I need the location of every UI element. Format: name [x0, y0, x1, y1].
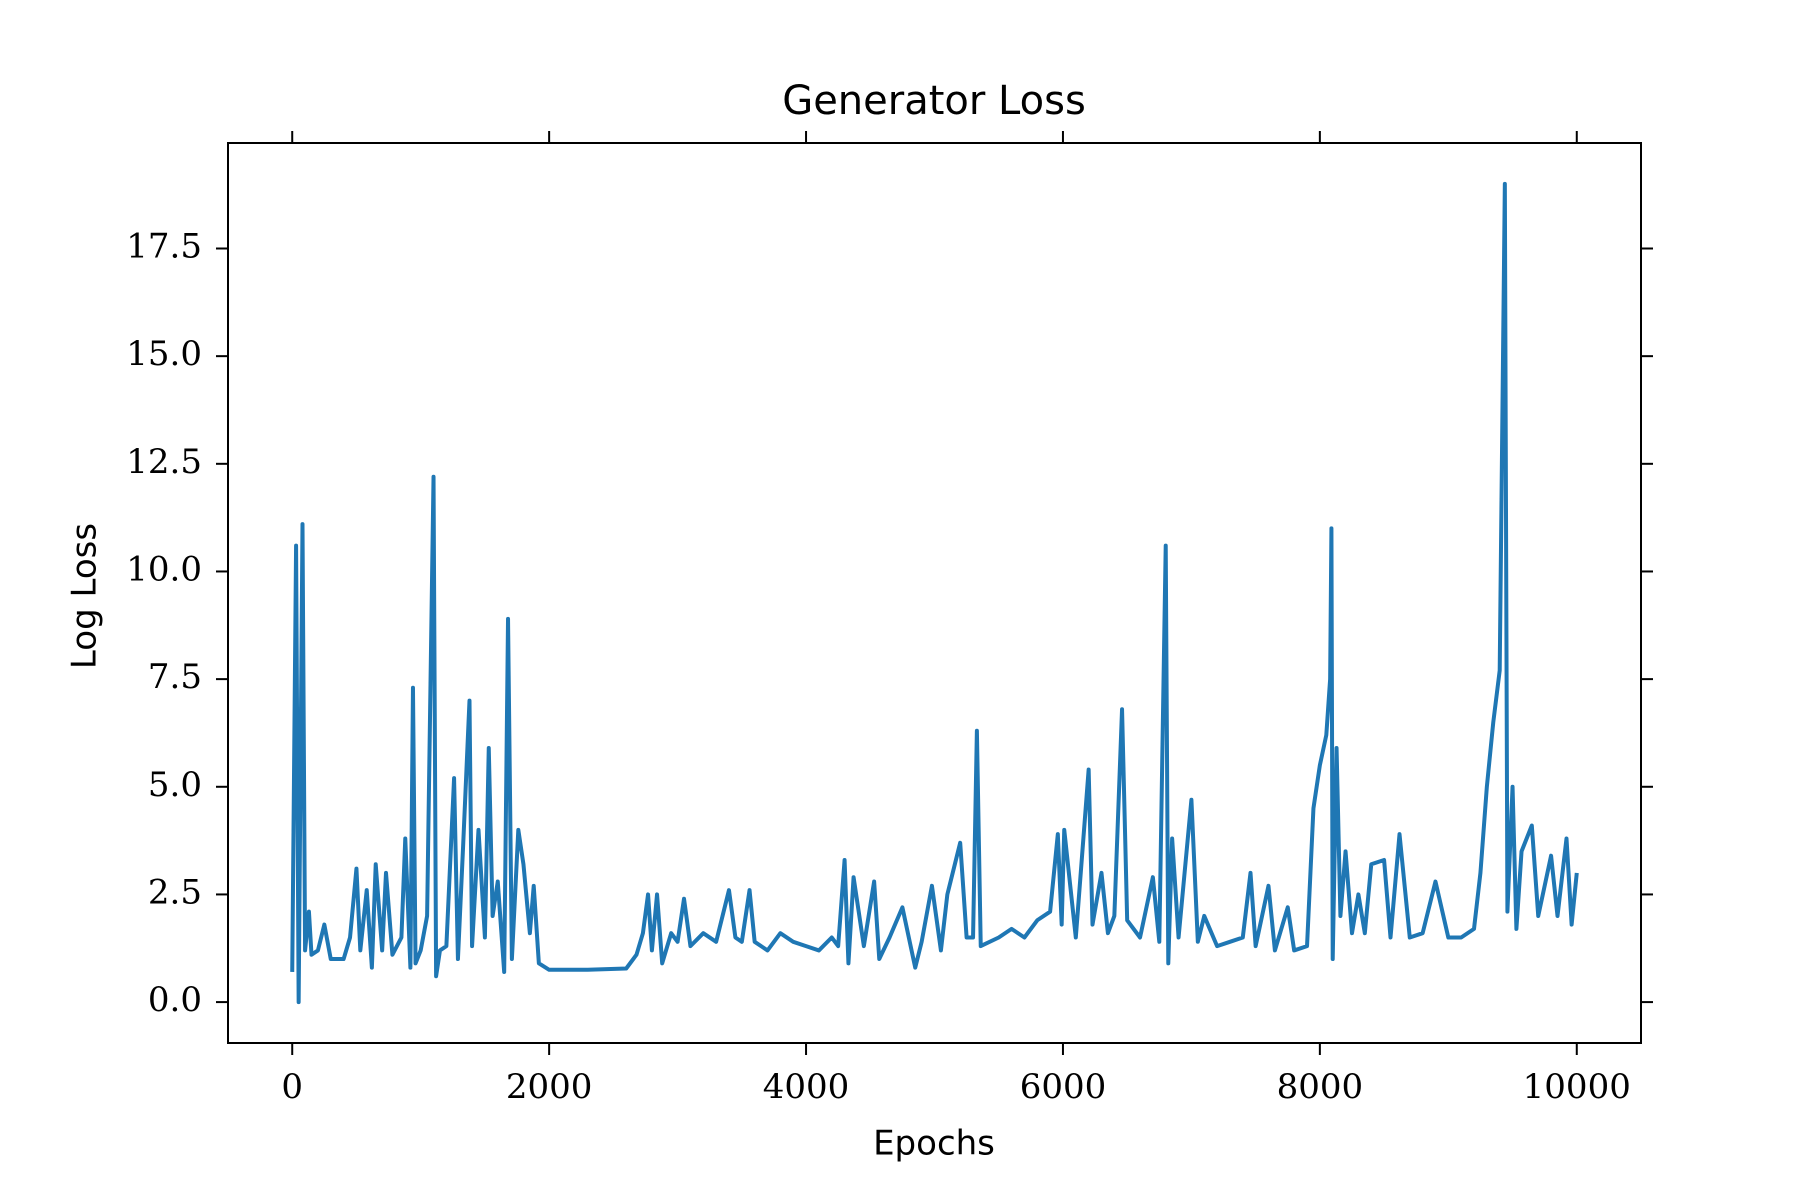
x-axis-label: Epochs: [873, 1124, 995, 1164]
y-tick-label: 2.5: [148, 872, 202, 912]
y-tick-label: 7.5: [148, 657, 202, 697]
x-tick-label: 4000: [763, 1067, 850, 1107]
y-tick-label: 5.0: [148, 765, 202, 805]
chart-title: Generator Loss: [782, 78, 1086, 124]
x-tick-label: 6000: [1020, 1067, 1107, 1107]
y-tick-label: 15.0: [126, 334, 202, 374]
x-tick-label: 2000: [506, 1067, 593, 1107]
x-tick-label: 8000: [1277, 1067, 1364, 1107]
plot-frame: [227, 142, 1642, 1044]
y-tick-label: 10.0: [126, 549, 202, 589]
y-tick-label: 17.5: [126, 227, 202, 267]
x-tick-label: 10000: [1523, 1067, 1631, 1107]
loss-line: [290, 181, 1579, 1005]
y-axis-label: Log Loss: [65, 523, 105, 669]
x-tick-label: 0: [281, 1067, 303, 1107]
y-tick-label: 0.0: [148, 980, 202, 1020]
y-tick-label: 12.5: [126, 442, 202, 482]
